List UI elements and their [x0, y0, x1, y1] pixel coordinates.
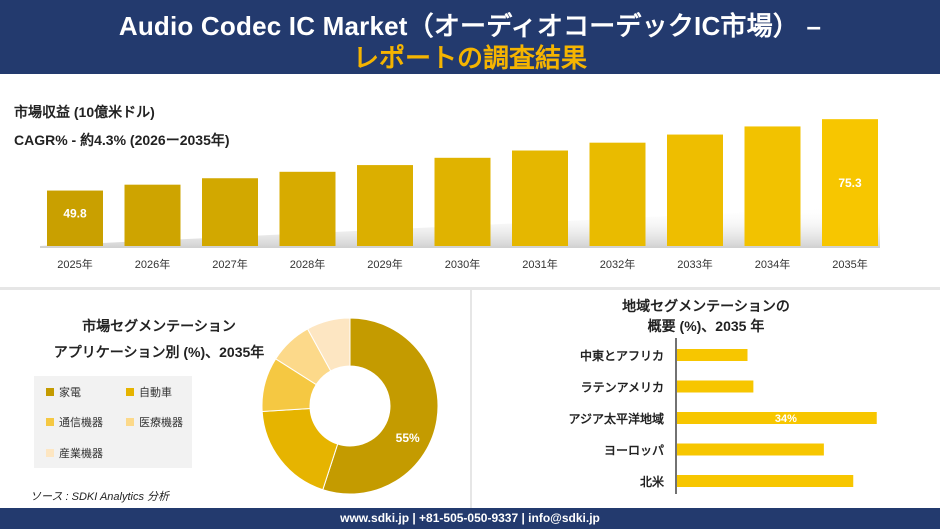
regional-title: 地域セグメンテーションの [622, 298, 790, 314]
revenue-bar [667, 134, 723, 246]
bar-value-label: 49.8 [63, 207, 87, 221]
section-divider [0, 287, 940, 290]
section-divider-vertical [470, 290, 472, 508]
revenue-bar-chart: 2025年 49.8 2026年 2027年 2028年 2029年 2030年 2031年 2… [40, 119, 880, 271]
revenue-bar [47, 190, 103, 246]
region-bar [677, 380, 754, 393]
region-label: 中東とアフリカ [580, 348, 664, 363]
legend-swatch [46, 449, 54, 457]
year-tick-label: 2029年 [367, 257, 402, 271]
segmentation-title: 市場セグメンテーション [82, 318, 236, 334]
year-tick-label: 2034年 [755, 257, 790, 271]
source-note: ソース : SDKI Analytics 分析 [30, 491, 170, 503]
legend-swatch [46, 388, 54, 396]
legend-label: 産業機器 [59, 448, 103, 460]
region-bar [677, 443, 824, 456]
page-title: Audio Codec IC Market（オーディオコーデックIC市場） – [118, 11, 822, 41]
revenue-bar [822, 119, 878, 246]
year-tick-label: 2028年 [290, 257, 325, 271]
bar-value-label: 75.3 [838, 176, 862, 190]
year-tick-label: 2027年 [212, 257, 247, 271]
application-donut-chart: 55% [261, 317, 439, 495]
year-tick-label: 2032年 [600, 257, 635, 271]
segmentation-subtitle: アプリケーション別 (%)、2035年 [53, 344, 265, 360]
revenue-bar [589, 142, 646, 246]
donut-slice [306, 317, 351, 372]
legend-item: 産業機器 [46, 445, 103, 461]
year-tick-label: 2031年 [522, 257, 557, 271]
revenue-bar [357, 165, 413, 246]
region-label: ヨーロッパ [604, 444, 664, 458]
legend-item: 医療機器 [126, 414, 183, 430]
revenue-bar [202, 178, 258, 246]
year-tick-label: 2033年 [677, 257, 712, 271]
region-bar [677, 412, 877, 424]
regional-subtitle: 概要 (%)、2035 年 [647, 318, 765, 334]
revenue-bar [512, 150, 568, 246]
donut-slice [322, 317, 439, 495]
legend-label: 家電 [59, 387, 81, 399]
legend-swatch [46, 418, 54, 426]
region-label: ラテンアメリカ [581, 381, 664, 395]
legend-label: 通信機器 [59, 417, 103, 429]
revenue-bar [124, 184, 181, 246]
legend-item: 家電 [46, 384, 81, 400]
legend-item: 自動車 [126, 384, 172, 400]
donut-legend: 家電 自動車 通信機器 医療機器 産業機器 [34, 376, 192, 468]
region-bar [677, 475, 854, 487]
revenue-bar [434, 157, 491, 246]
revenue-label: 市場収益 (10億米ドル) [14, 104, 155, 120]
page-subtitle: レポートの調査結果 [352, 43, 587, 73]
year-tick-label: 2035年 [832, 257, 867, 271]
legend-swatch [126, 418, 134, 426]
region-bar [677, 349, 748, 361]
region-value-label: 34% [775, 413, 797, 425]
legend-label: 自動車 [139, 387, 172, 399]
revenue-bar [279, 171, 336, 246]
donut-slice [261, 407, 339, 491]
cagr-label: CAGR% - 約4.3% (2026ー2035年) [14, 132, 230, 148]
legend-label: 医療機器 [139, 417, 183, 429]
contact-footer: www.sdki.jp | +81-505-050-9337 | info@sd… [0, 508, 940, 529]
legend-swatch [126, 388, 134, 396]
revenue-bar [744, 126, 801, 246]
slice-value-label: 55% [396, 431, 420, 445]
year-tick-label: 2025年 [57, 257, 92, 271]
year-tick-label: 2026年 [135, 257, 170, 271]
year-tick-label: 2030年 [445, 257, 480, 271]
region-label: 北米 [640, 474, 665, 489]
legend-item: 通信機器 [46, 414, 103, 430]
header-banner: Audio Codec IC Market（オーディオコーデックIC市場） – … [0, 0, 940, 74]
region-label: アジア太平洋地域 [568, 411, 664, 426]
